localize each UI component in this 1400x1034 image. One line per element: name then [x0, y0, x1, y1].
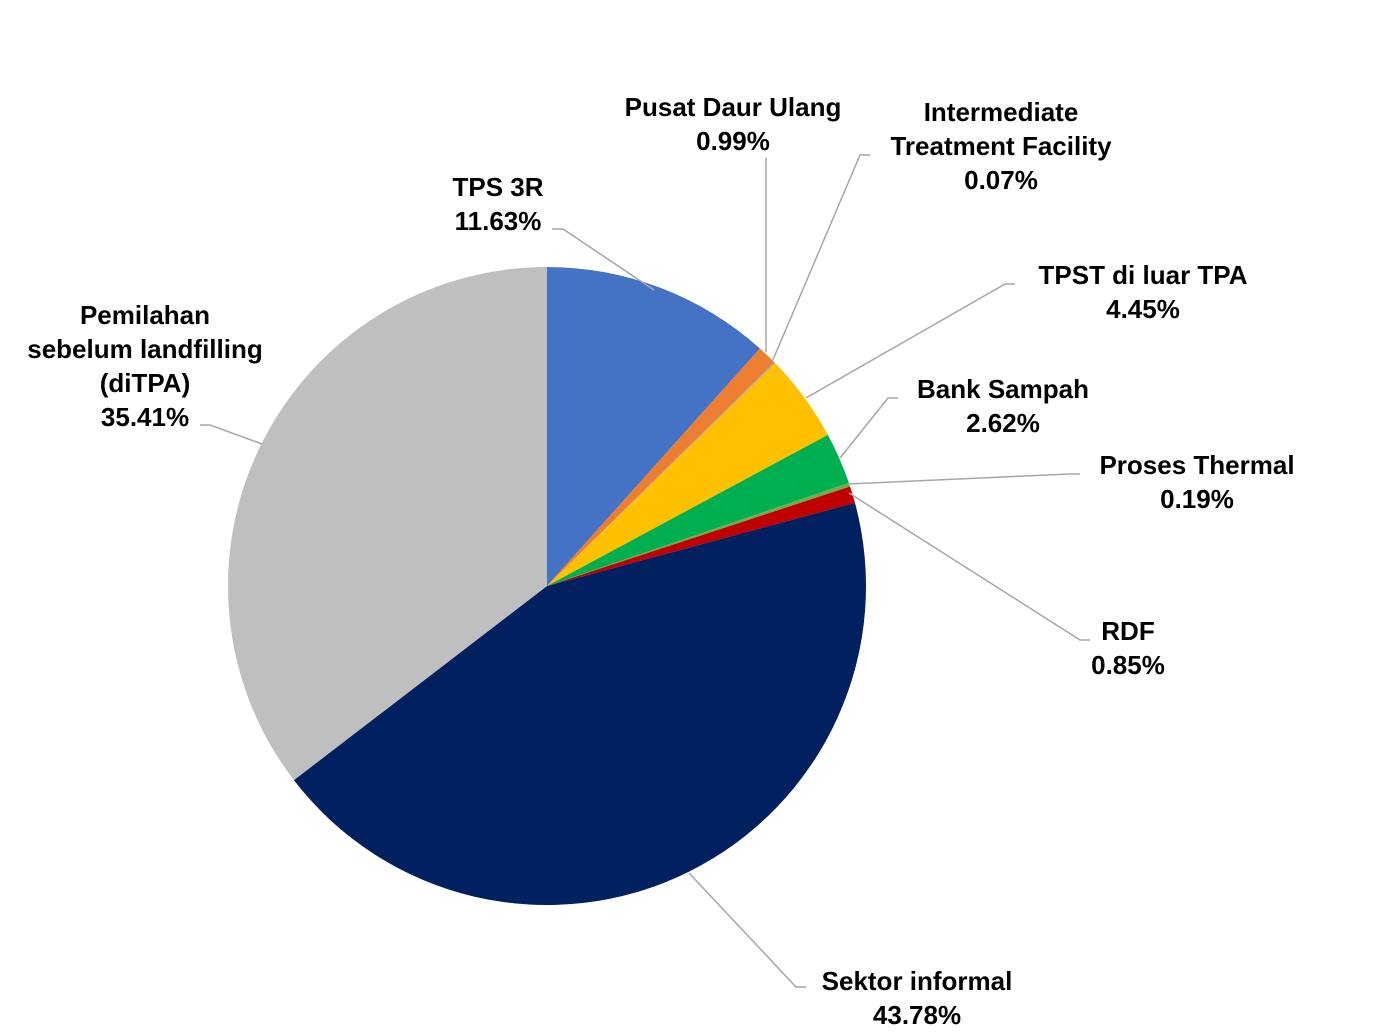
leader-line-4 — [839, 397, 898, 459]
leader-line-0 — [552, 228, 655, 291]
data-label-value: 43.78% — [873, 1000, 961, 1030]
leader-line-2 — [771, 154, 870, 363]
pie-slices — [227, 267, 867, 906]
pie-slice-5 — [547, 482, 851, 586]
data-label-name: sebelum landfilling — [27, 334, 262, 364]
pie-slice-1 — [547, 348, 775, 586]
data-label-name: Pemilahan — [80, 300, 210, 330]
data-label-7: Sektor informal 43.78% — [822, 966, 1013, 1030]
data-label-name: Sektor informal — [822, 966, 1013, 996]
data-label-name: Intermediate — [924, 97, 1079, 127]
pie-slice-0 — [547, 267, 760, 586]
leader-lines — [200, 154, 1090, 988]
data-label-2: Intermediate Treatment Facility 0.07% — [890, 97, 1112, 195]
data-label-3: TPST di luar TPA 4.45% — [1039, 260, 1248, 324]
data-label-5: Proses Thermal 0.19% — [1099, 450, 1294, 514]
pie-slice-6 — [547, 486, 855, 586]
data-label-value: 0.99% — [696, 126, 770, 156]
data-label-value: 0.85% — [1091, 650, 1165, 680]
pie-slice-3 — [547, 363, 828, 586]
data-label-value: 4.45% — [1106, 294, 1180, 324]
pie-slice-7 — [293, 502, 867, 906]
leader-line-5 — [847, 473, 1080, 485]
data-label-0: TPS 3R 11.63% — [452, 172, 543, 236]
data-label-4: Bank Sampah 2.62% — [917, 374, 1089, 438]
data-label-6: RDF 0.85% — [1091, 616, 1165, 680]
data-label-value: 11.63% — [455, 206, 542, 236]
data-label-name: Bank Sampah — [917, 374, 1089, 404]
data-label-value: 2.62% — [966, 408, 1040, 438]
data-label-value: 35.41% — [101, 402, 189, 432]
data-label-value: 0.19% — [1160, 484, 1234, 514]
leader-line-7 — [688, 872, 806, 988]
data-label-1: Pusat Daur Ulang 0.99% — [625, 92, 842, 156]
data-label-name: TPS 3R — [452, 172, 543, 202]
leader-line-8 — [200, 424, 263, 445]
pie-slice-8 — [227, 267, 547, 781]
data-label-name: (diTPA) — [100, 368, 191, 398]
pie-slice-4 — [547, 434, 849, 586]
leader-line-3 — [805, 283, 1015, 399]
data-label-value: 0.07% — [964, 165, 1038, 195]
data-label-name: Treatment Facility — [890, 131, 1112, 161]
pie-slice-2 — [547, 362, 776, 586]
data-label-name: RDF — [1101, 616, 1154, 646]
data-label-name: Pusat Daur Ulang — [625, 92, 842, 122]
leader-line-6 — [848, 492, 1090, 641]
data-label-name: Proses Thermal — [1099, 450, 1294, 480]
data-label-name: TPST di luar TPA — [1039, 260, 1248, 290]
data-labels: TPS 3R 11.63% Pusat Daur Ulang 0.99% Interme… — [27, 92, 1294, 1030]
data-label-8: Pemilahan sebelum landfilling (diTPA) 35.41… — [27, 300, 262, 432]
